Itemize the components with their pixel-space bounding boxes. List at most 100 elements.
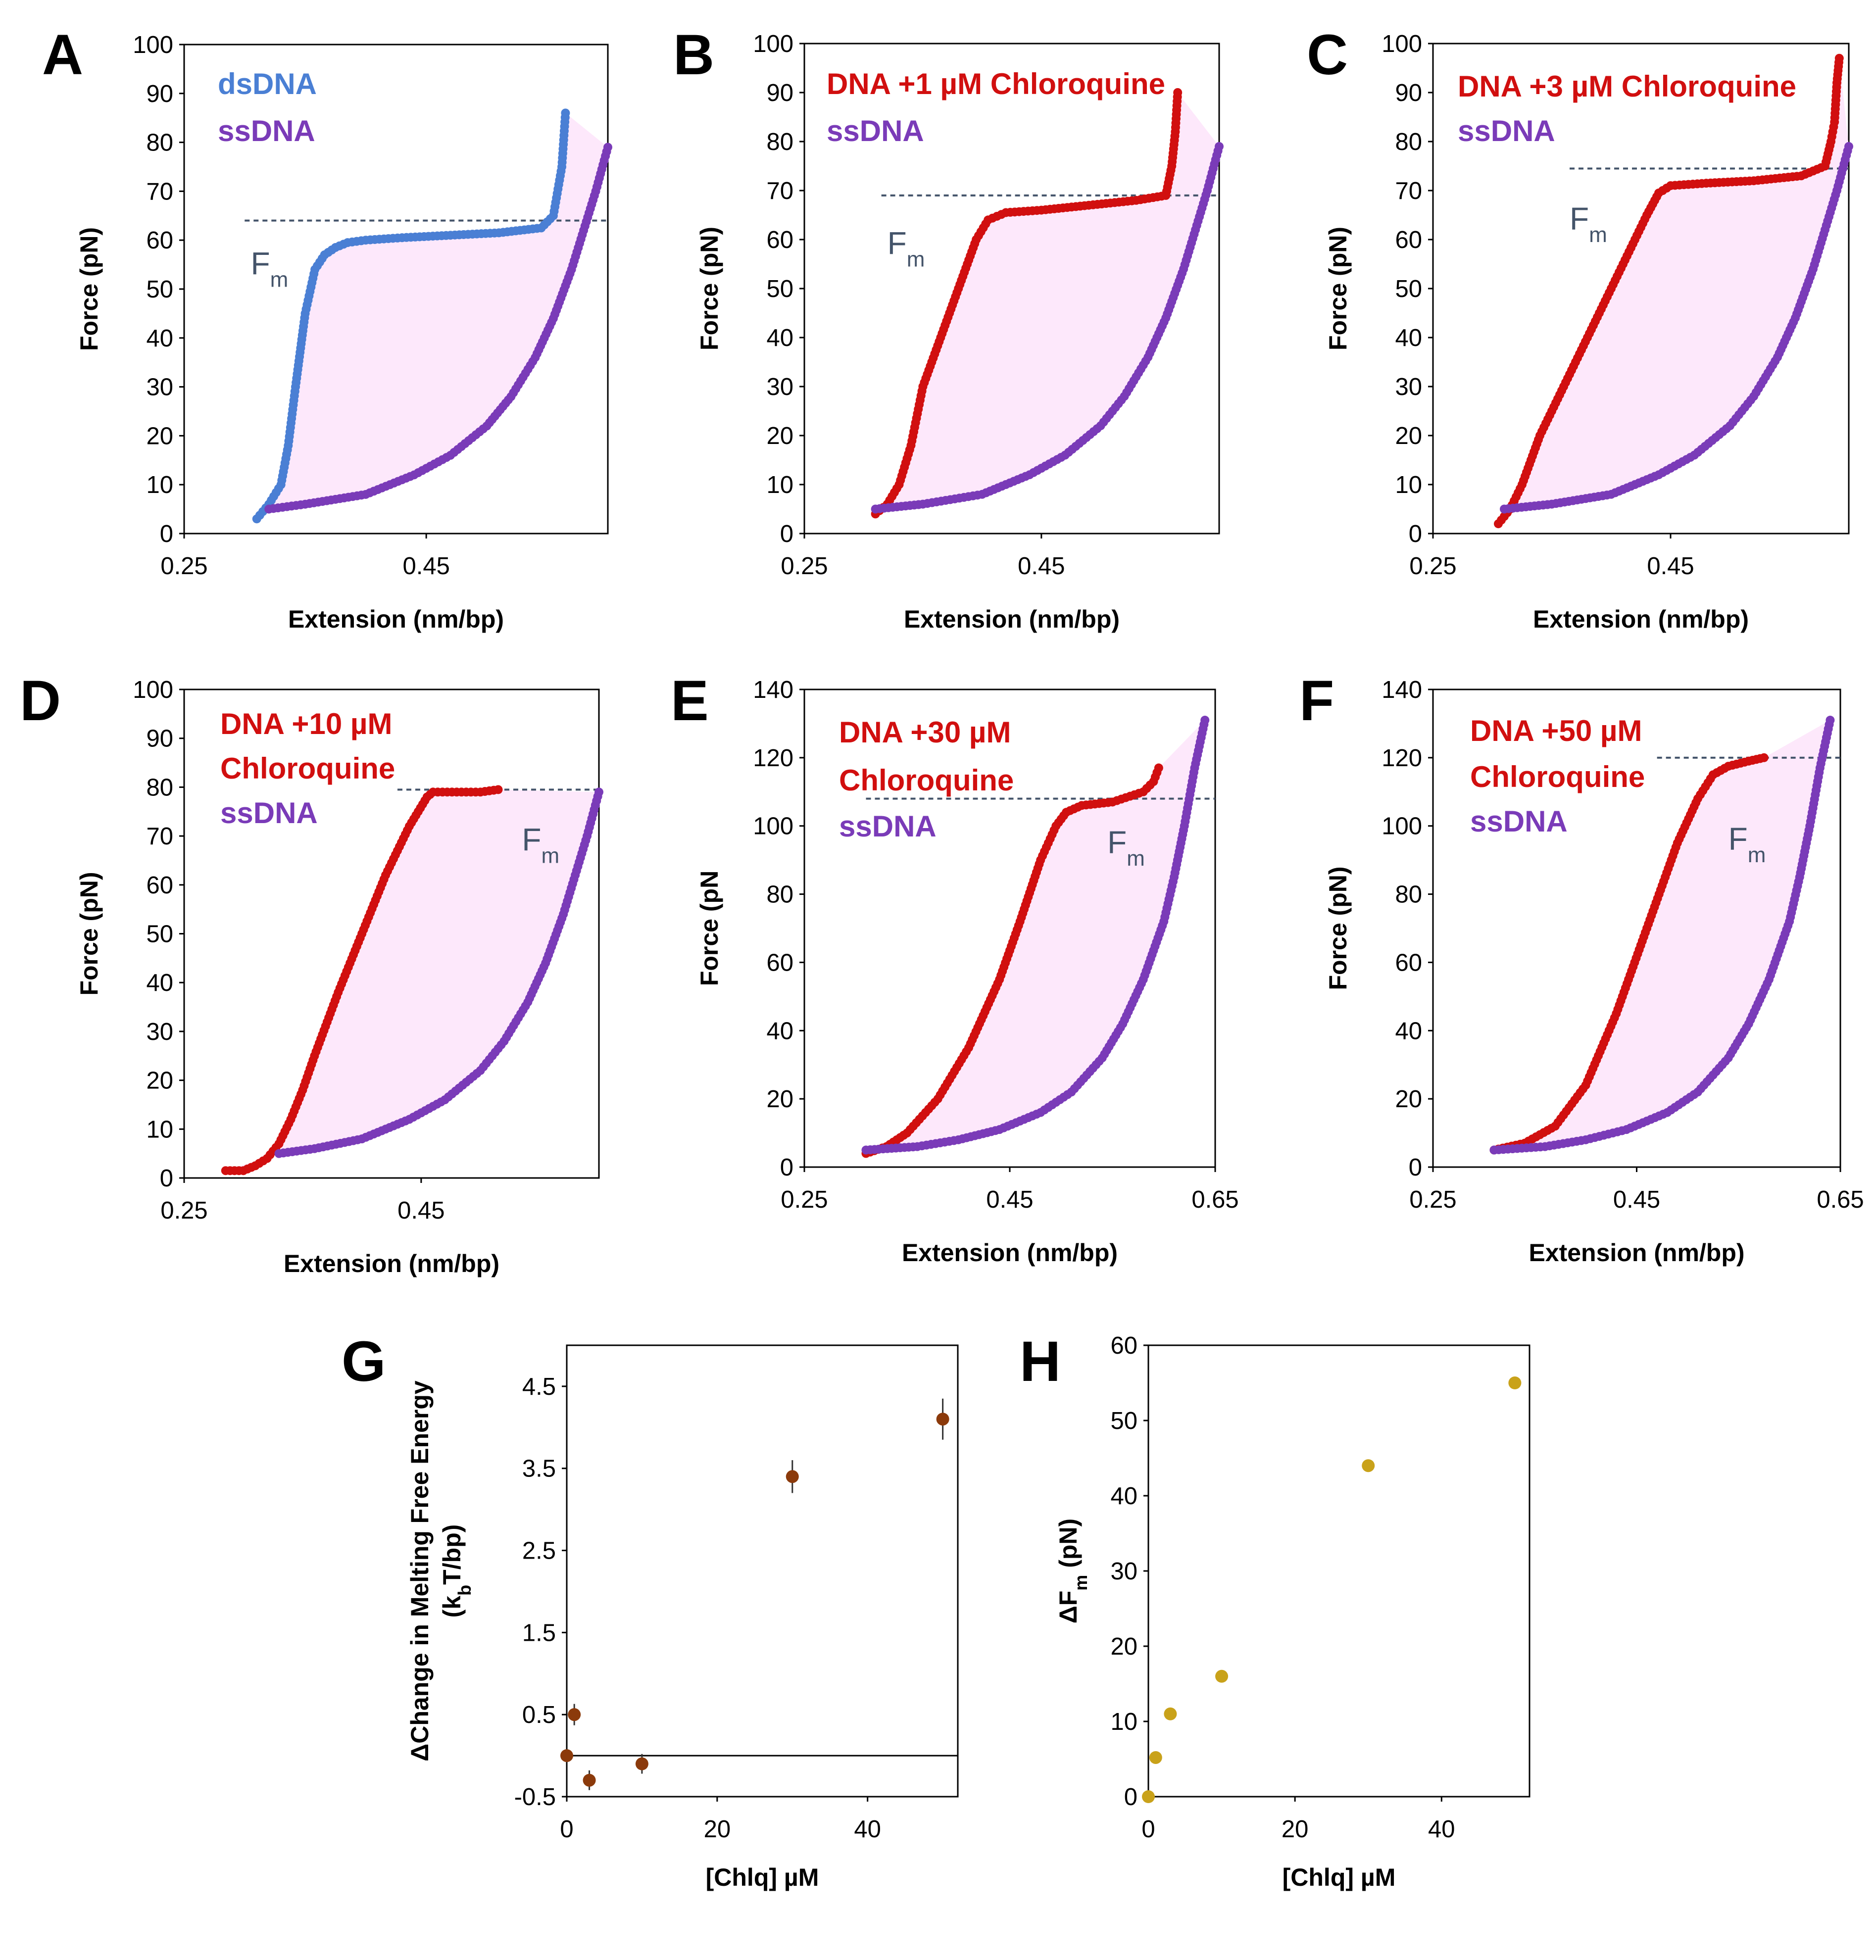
legend-entry: dsDNA <box>218 67 317 100</box>
data-point <box>635 1757 648 1770</box>
y-label-part: (k <box>438 1596 466 1618</box>
fm-label: Fm <box>1728 821 1766 867</box>
y-tick-label: 60 <box>766 227 793 253</box>
x-tick-label: 0.25 <box>781 1186 828 1213</box>
y-tick-label: 50 <box>146 276 173 303</box>
y-label-part: ΔF <box>1054 1591 1082 1623</box>
y-tick-label: 30 <box>146 374 173 401</box>
data-point <box>1164 1707 1177 1720</box>
y-tick-label: 10 <box>1395 472 1422 498</box>
data-point <box>1362 1459 1375 1472</box>
y-tick-label: 20 <box>766 1086 793 1113</box>
y-tick-label: 60 <box>1110 1332 1137 1359</box>
y-tick-label: 60 <box>1395 227 1422 253</box>
y-tick-label: 120 <box>1382 745 1422 772</box>
panel-b: B 0 10 20 30 40 50 60 70 80 90 100 0.25 0.45 Extension… <box>673 23 1224 633</box>
y-tick-label: 50 <box>1110 1408 1137 1434</box>
y-tick-label: 140 <box>1382 677 1422 703</box>
data-point <box>1149 1751 1162 1764</box>
y-tick-label: 0 <box>1409 521 1422 547</box>
hysteresis-area <box>866 720 1205 1154</box>
data-point <box>1200 716 1210 725</box>
panel-h: H 0 10 20 30 40 50 60 0 20 40 [Chlq] µM ΔFm (pN) <box>1020 1330 1530 1891</box>
y-tick-label: 40 <box>146 970 173 996</box>
legend-entry: Chloroquine <box>220 752 395 785</box>
y-tick-label: 10 <box>146 1116 173 1143</box>
y-tick-label: 1.5 <box>522 1619 556 1646</box>
data-point <box>1508 1376 1522 1389</box>
y-tick-label: 20 <box>1110 1633 1137 1660</box>
y-tick-label: 90 <box>766 80 793 106</box>
y-tick-label: 4.5 <box>522 1373 556 1400</box>
x-tick-label: 0.25 <box>160 1197 207 1224</box>
x-axis-label: Extension (nm/bp) <box>284 1250 499 1277</box>
fm-label-main: F <box>1107 825 1127 860</box>
y-axis-label: Force (pN) <box>75 227 103 351</box>
y-label-sub: m <box>1071 1575 1091 1591</box>
fm-label-main: F <box>522 822 541 858</box>
y-tick-label: 50 <box>766 276 793 302</box>
panel-e: E 0 20 40 60 80 100 120 140 0.25 0.45 0.65 Extension… <box>671 669 1239 1267</box>
series-ligand <box>861 763 1163 1158</box>
plot-frame <box>566 1344 959 1798</box>
x-tick-label: 0.45 <box>986 1186 1033 1213</box>
y-tick-label: 100 <box>753 31 793 57</box>
fm-label-sub: m <box>907 247 925 271</box>
y-tick-label: 2.5 <box>522 1538 556 1565</box>
x-axis-label: Extension (nm/bp) <box>1533 605 1749 633</box>
fm-label: Fm <box>522 822 559 868</box>
y-tick-label: 20 <box>146 1068 173 1094</box>
fm-label-sub: m <box>541 843 559 868</box>
y-tick-label: 40 <box>766 1018 793 1044</box>
y-tick-label: 3.5 <box>522 1456 556 1482</box>
fm-label-main: F <box>888 226 907 261</box>
legend-entry: DNA +30 µM <box>839 716 1011 749</box>
y-tick-label: 40 <box>146 325 173 352</box>
fm-label-sub: m <box>1748 842 1766 867</box>
legend-entry: ssDNA <box>827 114 924 147</box>
panel-letter-f: F <box>1299 669 1334 733</box>
y-tick-label: 120 <box>753 745 793 772</box>
hysteresis-area <box>1498 58 1849 524</box>
fm-label: Fm <box>251 245 289 292</box>
y-tick-label: 50 <box>146 921 173 948</box>
series-ligand <box>1494 53 1844 529</box>
data-point <box>583 1773 596 1787</box>
hysteresis-area <box>225 789 599 1171</box>
panel-d: D 0 10 20 30 40 50 60 70 80 90 100 0.25 0.45 Extension… <box>20 669 603 1277</box>
y-tick-label: 40 <box>766 325 793 351</box>
hysteresis-area <box>1494 720 1830 1150</box>
data-point <box>786 1470 799 1483</box>
data-point <box>936 1413 949 1426</box>
x-tick-label: 0.25 <box>781 553 828 580</box>
data-point <box>1173 88 1183 97</box>
series-ssDNA <box>861 716 1210 1155</box>
y-tick-label: 20 <box>1395 1086 1422 1113</box>
y-tick-label: 20 <box>766 423 793 449</box>
x-axis-label: Extension (nm/bp) <box>904 605 1120 633</box>
y-tick-label: 100 <box>133 677 173 703</box>
fm-label-main: F <box>1570 201 1589 237</box>
y-tick-label: 80 <box>766 882 793 908</box>
y-tick-label: 70 <box>146 823 173 850</box>
y-label-sub: b <box>454 1585 475 1596</box>
fm-label-main: F <box>251 245 270 281</box>
x-tick-label: 0.45 <box>397 1197 444 1224</box>
x-tick-label: 40 <box>1428 1816 1455 1843</box>
x-tick-label: 0.65 <box>1191 1186 1238 1213</box>
series-dsDNA <box>252 108 570 524</box>
y-tick-label: 0.5 <box>522 1702 556 1728</box>
y-tick-label: 10 <box>1110 1709 1137 1735</box>
x-axis-label: Extension (nm/bp) <box>288 605 504 633</box>
y-tick-label: 0 <box>160 1165 173 1192</box>
x-axis-label: Extension (nm/bp) <box>1529 1239 1744 1267</box>
y-label-part: T/bp) <box>438 1524 466 1585</box>
y-tick-label: 60 <box>146 227 173 254</box>
y-label-part: (pN) <box>1054 1519 1082 1575</box>
panel-c: C 0 10 20 30 40 50 60 70 80 90 100 0.25 0.45 Extension… <box>1307 23 1853 633</box>
y-tick-label: 90 <box>146 726 173 752</box>
data-point <box>560 1749 573 1763</box>
panel-g: G -0.5 0.5 1.5 2.5 3.5 4.5 0 20 40 [Chlq] µM ΔChang… <box>342 1330 959 1891</box>
y-tick-label: 80 <box>766 129 793 155</box>
legend-entry: DNA +10 µM <box>220 707 392 740</box>
